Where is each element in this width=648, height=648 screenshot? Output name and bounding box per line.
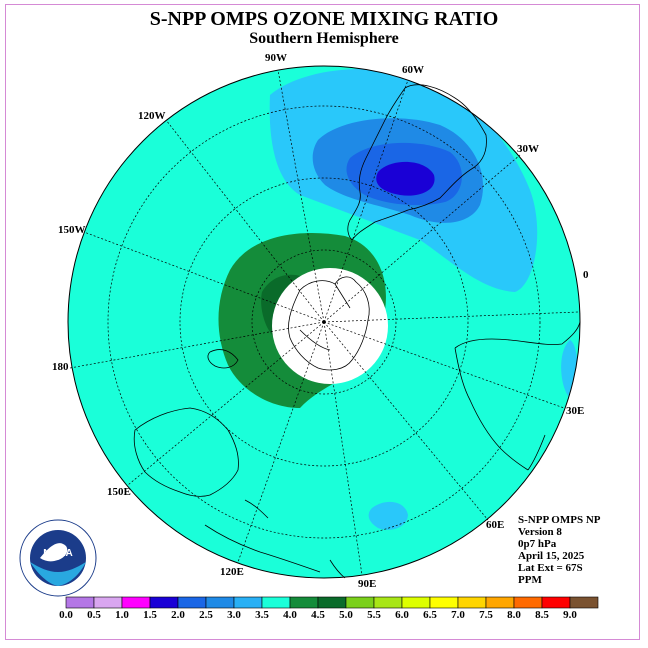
colorbar-swatch [65, 596, 95, 609]
colorbar-tick-label: 7.0 [451, 609, 465, 621]
lon-label-120e: 120E [220, 566, 244, 578]
noaa-logo-text: NOAA [43, 548, 72, 559]
colorbar-swatch [401, 596, 431, 609]
south-pole-marker [322, 320, 326, 324]
info-line-3: 0p7 hPa [518, 538, 557, 550]
colorbar-swatch [261, 596, 291, 609]
lon-label-60e: 60E [486, 519, 504, 531]
colorbar-tick-label: 4.5 [311, 609, 325, 621]
colorbar-tick-label: 4.0 [283, 609, 297, 621]
latitude-circles [107, 105, 541, 539]
lon-label-90w: 90W [265, 52, 287, 64]
longitude-labels: 90W 60W 30W 0 30E 60E 90E 120E 150E 180 … [52, 52, 589, 590]
info-line-5: Lat Ext = 67S [518, 562, 583, 574]
colorbar-swatch [373, 596, 403, 609]
colorbar-swatch [541, 596, 571, 609]
colorbar-swatch [485, 596, 515, 609]
colorbar-tick-label: 0.0 [59, 609, 73, 621]
colorbar-swatch [429, 596, 459, 609]
plot-frame [5, 4, 640, 640]
contour-3-5-blob [368, 501, 408, 530]
colorbar-tick-label: 5.0 [339, 609, 353, 621]
colorbar-swatch [233, 596, 263, 609]
info-line-6: PPM [518, 574, 542, 586]
colorbar-tick-label: 7.5 [479, 609, 493, 621]
colorbar: 0.0 0.5 1.0 1.5 2.0 2.5 3.0 3.5 4.0 4.5 5.0 5.5 6.0 6… [59, 596, 599, 621]
colorbar-tick-label: 6.5 [423, 609, 437, 621]
lon-label-60w: 60W [402, 64, 424, 76]
colorbar-tick-label: 8.5 [535, 609, 549, 621]
lon-label-180: 180 [52, 361, 69, 373]
colorbar-swatch [569, 596, 599, 609]
colorbar-swatch [121, 596, 151, 609]
colorbar-swatch [177, 596, 207, 609]
colorbar-tick-label: 3.5 [255, 609, 269, 621]
colorbar-tick-label: 3.0 [227, 609, 241, 621]
lon-label-30e: 30E [566, 405, 584, 417]
lon-label-90e: 90E [358, 578, 376, 590]
australia-coastline [133, 349, 239, 497]
colorbar-tick-label: 0.5 [87, 609, 101, 621]
colorbar-swatch [317, 596, 347, 609]
south-america-coastline [347, 84, 487, 241]
lon-label-30w: 30W [517, 143, 539, 155]
colorbar-swatch [457, 596, 487, 609]
antarctica-coastline [288, 276, 370, 371]
noaa-logo-icon: NOAA [19, 519, 97, 597]
colorbar-tick-label: 5.5 [367, 609, 381, 621]
info-line-4: April 15, 2025 [518, 550, 585, 562]
colorbar-tick-label: 6.0 [395, 609, 409, 621]
info-line-2: Version 8 [518, 526, 562, 538]
meridians [69, 69, 579, 576]
colorbar-swatch [149, 596, 179, 609]
map-subtitle: Southern Hemisphere [249, 30, 399, 47]
africa-coastline [454, 321, 581, 471]
lon-label-150w: 150W [58, 224, 86, 236]
colorbar-swatch [93, 596, 123, 609]
lon-label-150e: 150E [107, 486, 131, 498]
colorbar-tick-label: 8.0 [507, 609, 521, 621]
lon-label-0: 0 [583, 269, 589, 281]
map-title: S-NPP OMPS OZONE MIXING RATIO [149, 8, 499, 30]
colorbar-tick-label: 2.5 [199, 609, 213, 621]
colorbar-swatch [513, 596, 543, 609]
colorbar-tick-label: 2.0 [171, 609, 185, 621]
lon-label-120w: 120W [138, 110, 166, 122]
colorbar-swatch [289, 596, 319, 609]
map-border [67, 65, 581, 579]
contour-1-5 [376, 161, 435, 196]
colorbar-tick-label: 1.0 [115, 609, 129, 621]
colorbar-tick-label: 1.5 [143, 609, 157, 621]
info-line-1: S-NPP OMPS NP [518, 514, 601, 526]
polar-gap [272, 268, 388, 384]
colorbar-swatch [205, 596, 235, 609]
colorbar-tick-label: 9.0 [563, 609, 577, 621]
colorbar-swatch [345, 596, 375, 609]
